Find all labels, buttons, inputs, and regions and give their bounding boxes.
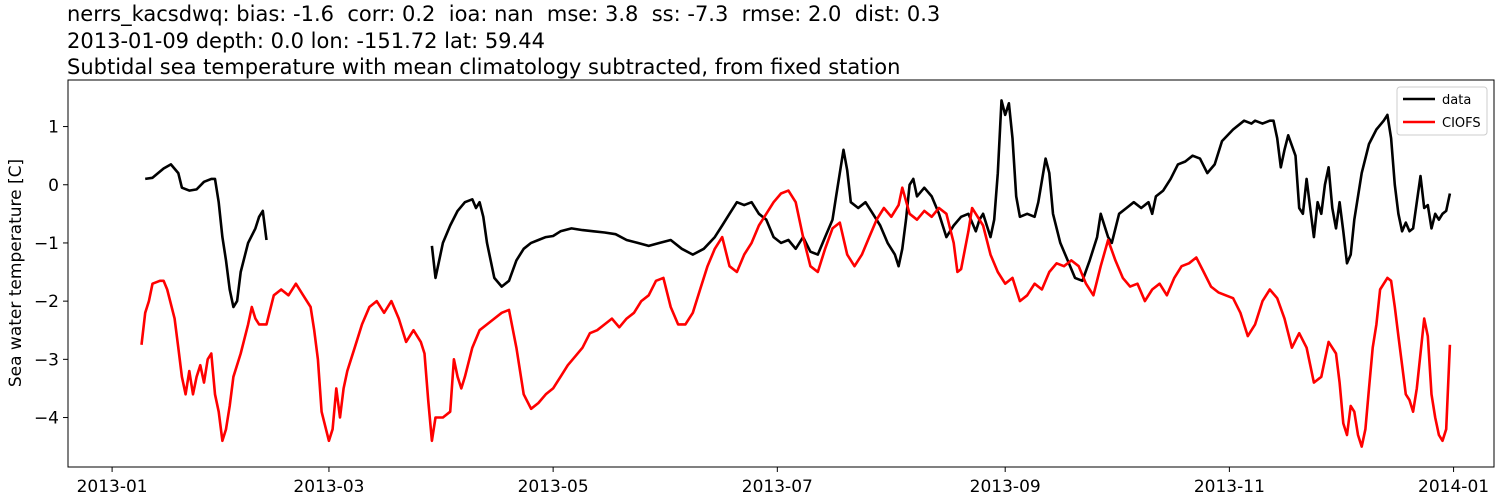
y-tick-label: 0 [48,176,59,196]
y-tick-label: −2 [34,292,59,312]
chart-title-line-2: 2013-01-09 depth: 0.0 lon: -151.72 lat: … [67,29,545,53]
x-tick-label: 2013-03 [293,477,364,497]
y-tick-label: −3 [34,350,59,370]
y-tick-label: 1 [48,118,59,138]
series-line-ciofs-segment-1 [140,186,1452,448]
x-tick-label: 2013-07 [742,477,813,497]
legend-label-ciofs: CIOFS [1442,116,1481,131]
y-tick-label: −4 [34,409,59,429]
legend-label-data: data [1442,93,1471,108]
series-line-data-segment-1 [145,163,268,309]
plot-frame [67,79,1495,468]
x-tick-label: 2013-11 [1194,477,1265,497]
series-line-data-segment-2 [430,99,1452,288]
y-tick-label: −1 [34,234,59,254]
y-axis: 1 0 −1 −2 −3 −4 [34,118,68,429]
legend: data CIOFS [1396,86,1488,136]
plot-lines [140,99,1452,448]
chart-title-line-1: nerrs_kacsdwq: bias: -1.6 corr: 0.2 ioa:… [67,2,941,26]
x-tick-label: 2014-01 [1418,477,1489,497]
x-tick-label: 2013-05 [518,477,589,497]
x-axis: 2013-01 2013-03 2013-05 2013-07 2013-09 2013-… [77,467,1489,497]
chart-title-line-3: Subtidal sea temperature with mean clima… [67,55,901,79]
x-tick-label: 2013-01 [77,477,148,497]
x-tick-label: 2013-09 [970,477,1041,497]
y-axis-label: Sea water temperature [C] [6,159,26,387]
